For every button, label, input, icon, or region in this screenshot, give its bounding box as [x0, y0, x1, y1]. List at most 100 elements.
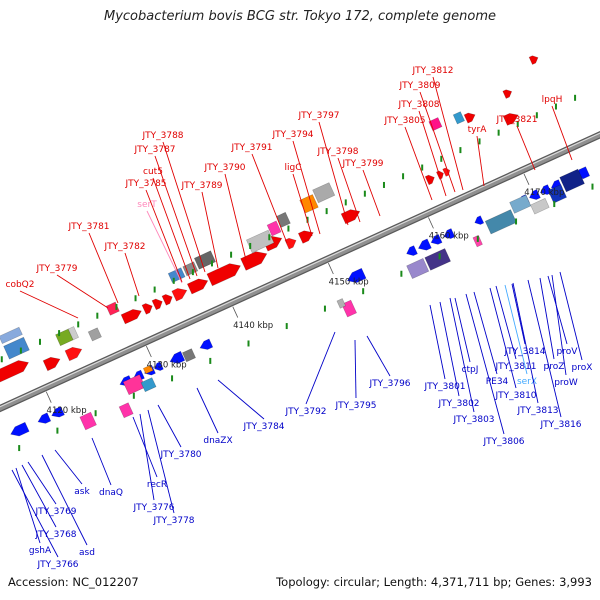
gene-label: asd — [79, 548, 95, 558]
gene-label: JTY_3785 — [124, 179, 166, 189]
label-leader — [19, 290, 79, 319]
gene-label: recR — [147, 480, 167, 490]
gene-label: JTY_3796 — [368, 379, 410, 389]
reverse-gene — [37, 412, 52, 424]
reverse-gene — [430, 234, 443, 245]
label-leader — [146, 210, 183, 284]
kbp-tick-label: 4130 kbp — [147, 360, 187, 370]
label-leader — [162, 141, 206, 273]
label-leader — [516, 125, 536, 171]
gene-label: proV — [557, 347, 579, 357]
strand-marker — [56, 427, 59, 434]
feature-box — [79, 411, 97, 431]
strand-marker — [96, 312, 99, 319]
feature-box — [3, 336, 30, 360]
label-leader — [201, 191, 219, 269]
label-leader — [527, 279, 562, 418]
gene-label: cobQ2 — [6, 280, 35, 290]
strand-marker — [247, 340, 250, 347]
reverse-gene — [417, 238, 432, 251]
forward-gene — [442, 167, 451, 177]
gene-label: JTY_3776 — [132, 503, 174, 513]
label-leader — [11, 469, 59, 558]
gene-label: JTY_3766 — [36, 560, 78, 570]
strand-marker — [171, 375, 174, 382]
feature-box — [484, 209, 517, 235]
gene-label: JTY_3810 — [494, 391, 536, 401]
forward-gene — [502, 113, 519, 126]
kbp-tick — [145, 345, 152, 358]
label-leader — [439, 301, 460, 397]
strand-marker — [268, 234, 271, 241]
gene-label: proW — [554, 378, 578, 388]
feature-box — [167, 267, 186, 283]
gene-label: JTY_3813 — [516, 406, 558, 416]
gene-label: JTY_3782 — [103, 242, 145, 252]
label-leader — [21, 464, 57, 528]
gene-label: JTY_3809 — [398, 81, 440, 91]
gene-label: tyrA — [468, 125, 488, 135]
forward-gene — [141, 303, 153, 315]
gene-label: JTY_3811 — [494, 362, 536, 372]
label-leader — [512, 282, 539, 404]
gene-label: JTY_3797 — [297, 111, 339, 121]
label-leader — [318, 121, 349, 226]
strand-marker — [591, 183, 594, 190]
strand-marker — [554, 103, 557, 110]
label-leader — [476, 135, 485, 187]
feature-box — [142, 364, 154, 375]
strand-marker — [478, 138, 481, 145]
gene-label: proZ — [544, 362, 565, 372]
reverse-gene — [474, 215, 485, 225]
label-leader — [56, 274, 109, 309]
feature-box — [452, 111, 465, 125]
label-leader — [551, 274, 567, 376]
kbp-tick-label: 4160 kbp — [429, 232, 469, 242]
label-leader — [292, 140, 321, 235]
forward-gene — [0, 360, 29, 383]
forward-gene — [161, 294, 173, 306]
feature-box — [406, 258, 430, 279]
gene-label: JTY_3780 — [159, 450, 201, 460]
forward-gene — [463, 112, 476, 124]
topology-summary: Topology: circular; Length: 4,371,711 bp… — [276, 575, 592, 589]
strand-marker — [115, 303, 118, 310]
strand-marker — [191, 269, 194, 276]
label-leader — [432, 76, 464, 191]
gene-label: proX — [572, 363, 593, 373]
forward-gene — [284, 237, 297, 250]
kbp-tick — [45, 391, 52, 403]
label-leader — [404, 126, 433, 201]
label-leader — [217, 379, 265, 420]
label-leader — [15, 467, 41, 544]
strand-marker — [402, 173, 405, 180]
label-leader — [292, 173, 313, 237]
gene-label: JTY_3788 — [141, 131, 183, 141]
kbp-tick — [523, 173, 530, 185]
forward-gene — [64, 346, 83, 362]
gene-label: JTY_3795 — [334, 401, 376, 411]
feature-box — [312, 182, 336, 204]
label-leader — [511, 283, 526, 345]
strand-marker — [363, 190, 366, 197]
strand-marker — [306, 216, 309, 223]
strand-marker — [535, 112, 538, 119]
kbp-tick — [428, 217, 434, 229]
label-leader — [465, 293, 505, 435]
feature-box — [140, 377, 157, 393]
gene-label: cut5 — [143, 167, 163, 177]
strand-marker — [94, 410, 97, 417]
forward-gene — [206, 263, 241, 287]
forward-gene — [240, 251, 268, 271]
reverse-gene — [169, 350, 186, 364]
label-leader — [418, 110, 447, 197]
backbone — [0, 132, 600, 411]
strand-marker — [421, 164, 424, 171]
gene-label: JTY_3821 — [495, 115, 537, 125]
label-leader — [152, 177, 191, 280]
strand-marker — [344, 199, 347, 206]
strand-marker — [230, 251, 233, 258]
map-title: Mycobacterium bovis BCG str. Tokyo 172, … — [104, 9, 496, 24]
label-leader — [354, 339, 357, 399]
reverse-gene — [10, 421, 30, 437]
